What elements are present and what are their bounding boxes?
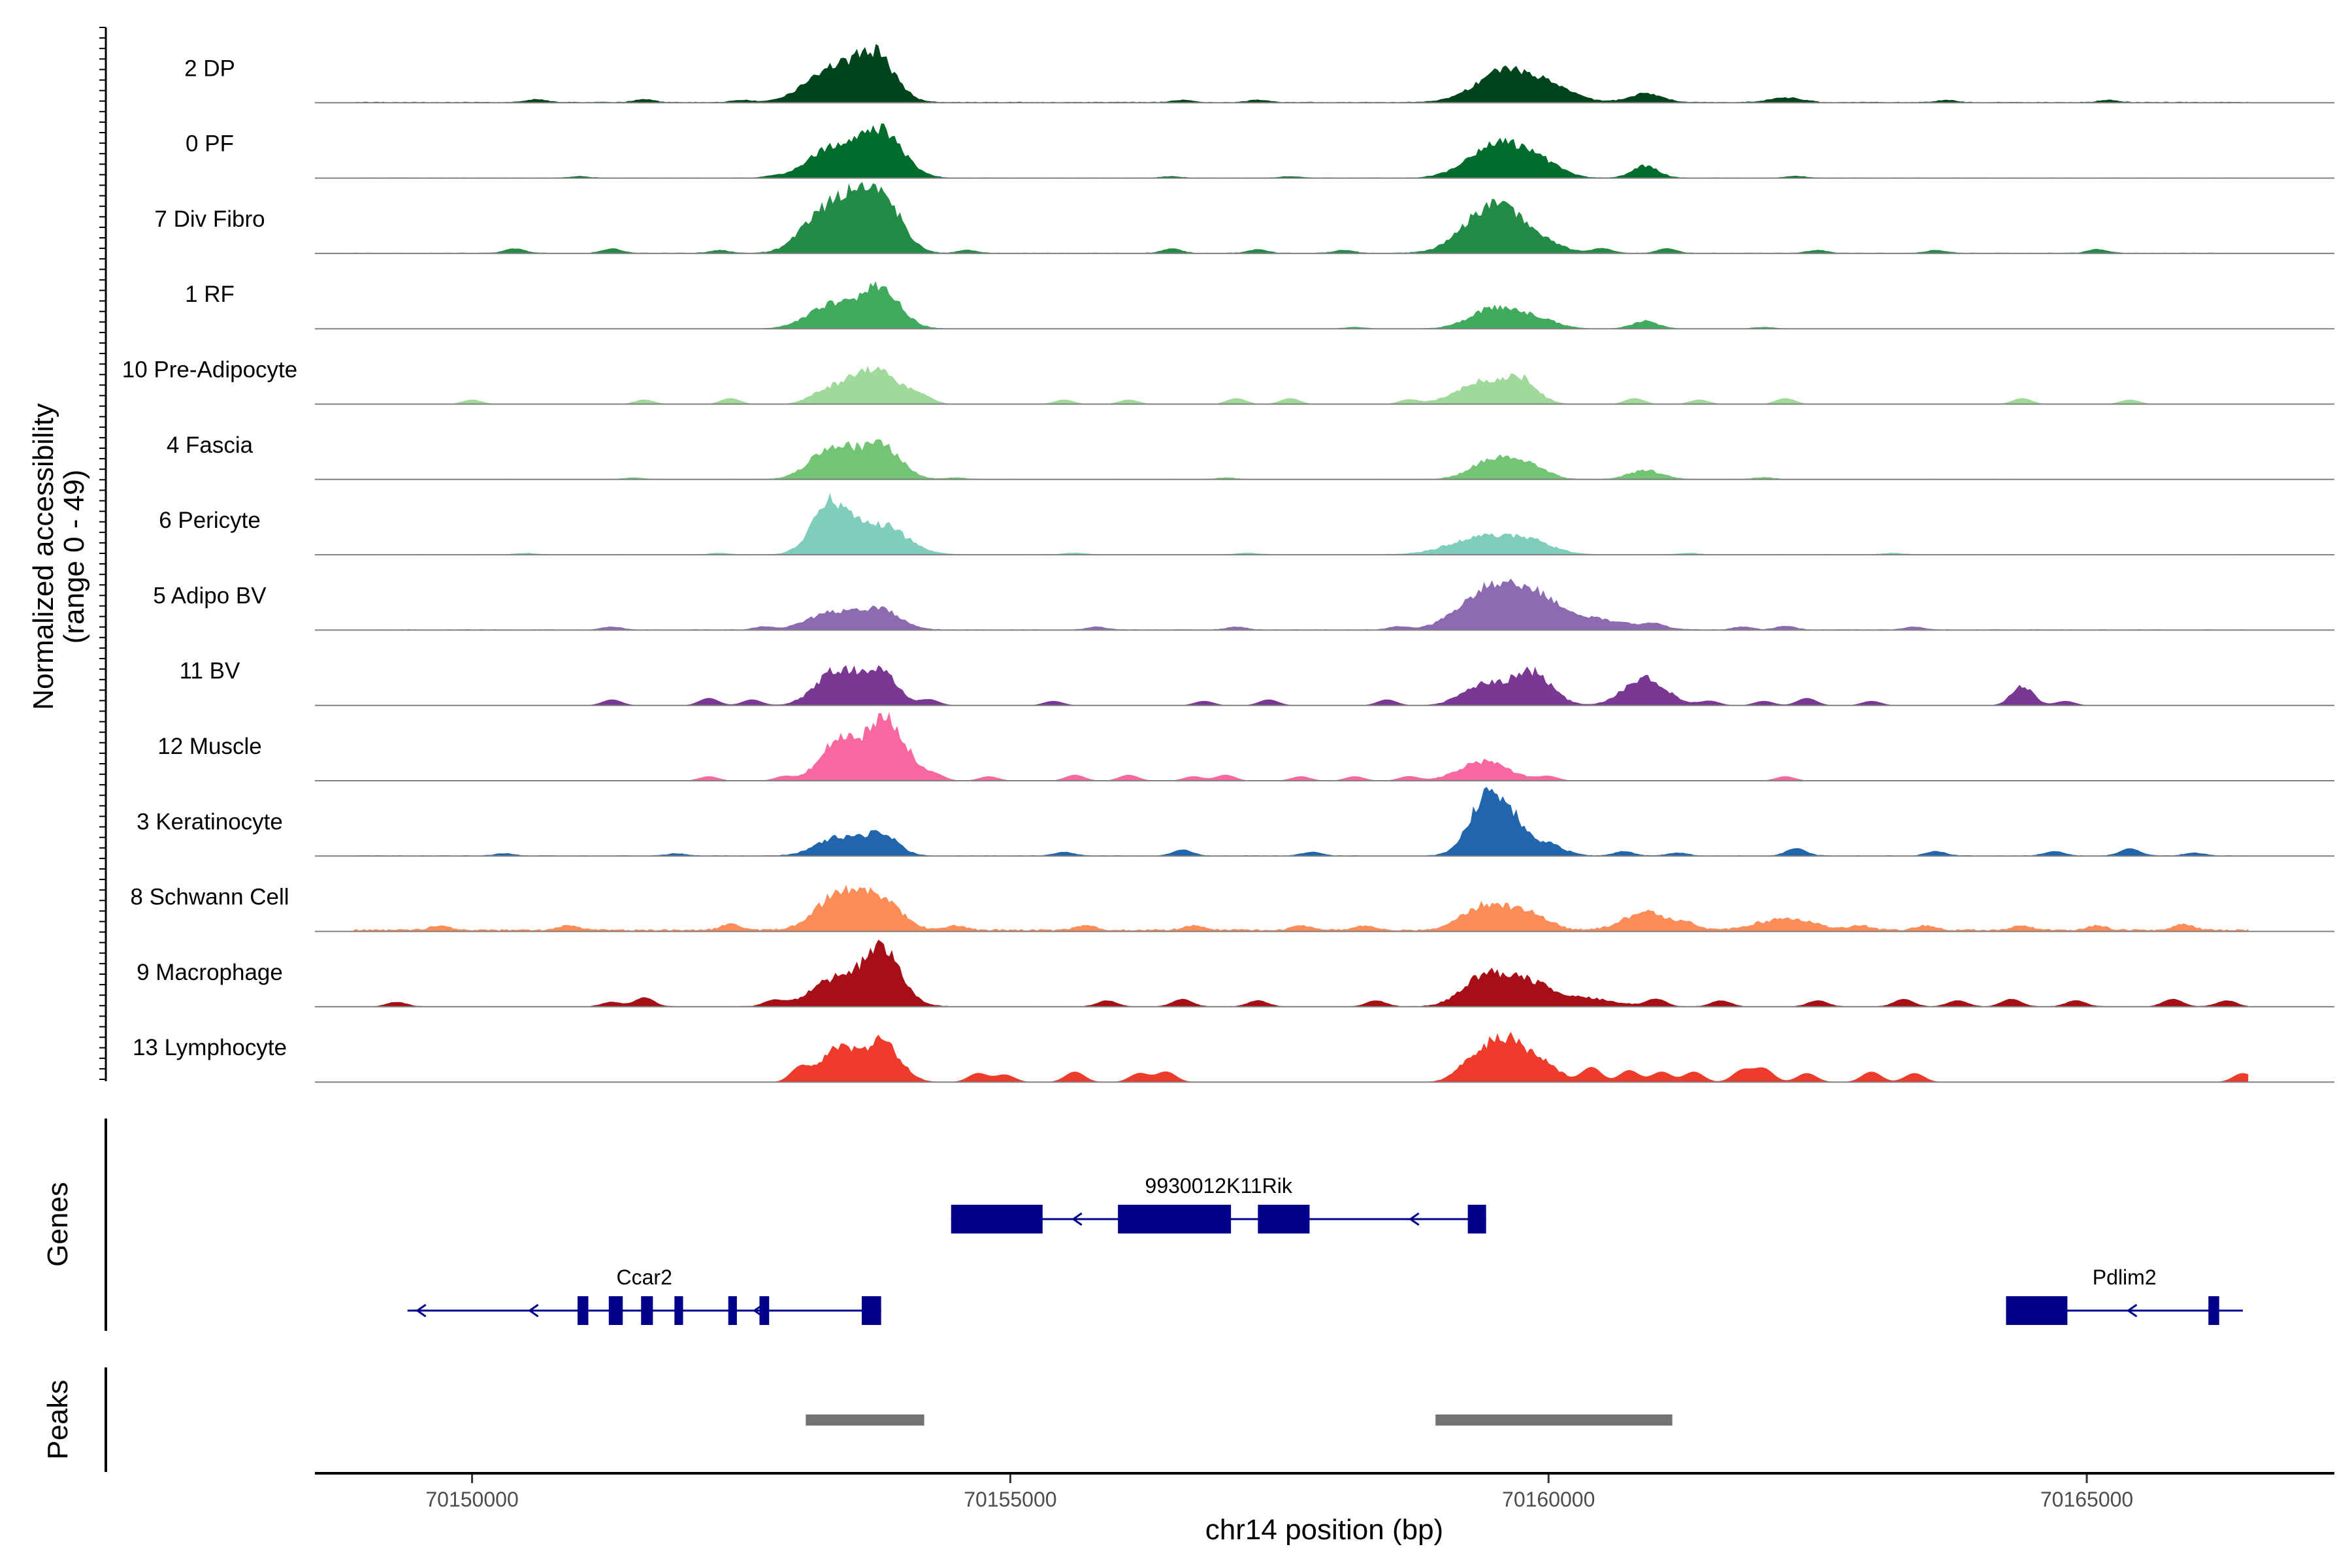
y-axis-title-line2: (range 0 - 49) <box>58 470 90 644</box>
track-label-14: 13 Lymphocyte <box>133 1035 287 1060</box>
track-13: 9 Macrophage <box>137 939 2334 1007</box>
strand-arrow-icon <box>2126 1303 2138 1318</box>
peaks-panel-label: Peaks <box>42 1380 74 1460</box>
track-label-6: 4 Fascia <box>167 433 253 458</box>
coverage-area-12 <box>353 885 2249 932</box>
track-label-2: 0 PF <box>186 131 234 157</box>
gene-exon-0-3 <box>1467 1205 1486 1233</box>
track-label-13: 9 Macrophage <box>137 960 283 985</box>
coverage-area-4 <box>353 281 2249 329</box>
peak-region-1 <box>1435 1414 1673 1426</box>
x-axis-ticks: 70150000 70155000 70160000 70165000 <box>425 1475 2133 1511</box>
gene-exon-1-6 <box>862 1296 881 1325</box>
track-label-11: 3 Keratinocyte <box>137 809 283 834</box>
x-tick-label-3: 70165000 <box>2040 1488 2133 1511</box>
gene-exon-1-1 <box>608 1296 623 1325</box>
track-label-8: 5 Adipo BV <box>153 583 267 608</box>
coverage-area-1 <box>353 44 2249 103</box>
coverage-area-10 <box>353 711 2249 781</box>
peak-regions <box>806 1414 1673 1426</box>
track-label-5: 10 Pre-Adipocyte <box>122 357 297 383</box>
track-7: 6 Pericyte <box>159 493 2334 556</box>
gene-exon-1-2 <box>641 1296 653 1325</box>
track-label-10: 12 Muscle <box>157 734 262 759</box>
coverage-area-14 <box>353 1032 2249 1083</box>
gene-exon-2-0 <box>2006 1296 2068 1325</box>
strand-arrow-icon <box>1409 1212 1420 1226</box>
coverage-area-7 <box>353 493 2249 555</box>
gene-exon-0-0 <box>951 1205 1043 1233</box>
gene-label-2: Pdlim2 <box>2093 1266 2157 1289</box>
coverage-area-5 <box>353 366 2249 404</box>
track-12: 8 Schwann Cell <box>130 885 2334 932</box>
track-6: 4 Fascia <box>167 433 2334 480</box>
track-5: 10 Pre-Adipocyte <box>122 357 2334 405</box>
track-label-3: 7 Div Fibro <box>154 206 265 232</box>
gene-Pdlim2: Pdlim2 <box>2006 1266 2243 1325</box>
track-10: 12 Muscle <box>157 711 2334 781</box>
gene-exon-1-3 <box>674 1296 683 1325</box>
track-9: 11 BV <box>180 659 2334 706</box>
genes-panel-label: Genes <box>42 1182 74 1267</box>
track-2: 0 PF <box>186 123 2334 179</box>
coverage-area-2 <box>353 123 2249 178</box>
gene-exon-0-1 <box>1118 1205 1232 1233</box>
x-axis-title: chr14 position (bp) <box>1205 1514 1443 1546</box>
x-tick-label-1: 70155000 <box>964 1488 1056 1511</box>
gene-annotations: 9930012K11Rik Ccar2 Pdlim2 <box>407 1174 2243 1325</box>
peak-region-0 <box>806 1414 924 1426</box>
coverage-area-8 <box>353 578 2249 630</box>
x-tick-label-0: 70150000 <box>425 1488 518 1511</box>
coverage-area-3 <box>353 182 2249 253</box>
track-1: 2 DP <box>184 44 2334 104</box>
track-label-9: 11 BV <box>180 659 240 684</box>
gene-exon-1-5 <box>759 1296 770 1325</box>
y-axis-title-line1: Normalized accessibility <box>27 403 59 710</box>
track-4: 1 RF <box>185 281 2334 330</box>
track-11: 3 Keratinocyte <box>137 787 2334 857</box>
track-label-7: 6 Pericyte <box>159 508 261 533</box>
coverage-y-ticks <box>99 27 106 1080</box>
track-label-4: 1 RF <box>185 282 235 307</box>
strand-arrow-icon <box>528 1303 539 1318</box>
gene-exon-0-2 <box>1258 1205 1310 1233</box>
track-label-12: 8 Schwann Cell <box>130 885 289 910</box>
gene-exon-1-0 <box>578 1296 589 1325</box>
coverage-area-13 <box>353 939 2249 1007</box>
gene-9930012K11Rik: 9930012K11Rik <box>951 1174 1486 1233</box>
track-label-1: 2 DP <box>184 56 235 81</box>
gene-exon-1-4 <box>728 1296 737 1325</box>
coverage-tracks: 2 DP 0 PF 7 Div Fibro 1 RF 10 Pre-Adipocyte 4… <box>122 44 2334 1083</box>
strand-arrow-icon <box>1071 1212 1083 1226</box>
track-8: 5 Adipo BV <box>153 578 2334 631</box>
gene-label-0: 9930012K11Rik <box>1145 1174 1293 1198</box>
strand-arrow-icon <box>416 1303 427 1318</box>
track-14: 13 Lymphocyte <box>133 1032 2334 1083</box>
coverage-area-9 <box>353 665 2249 706</box>
coverage-area-6 <box>353 439 2249 480</box>
gene-Ccar2: Ccar2 <box>407 1266 881 1325</box>
gene-label-1: Ccar2 <box>617 1266 672 1289</box>
x-tick-label-2: 70160000 <box>1502 1488 1595 1511</box>
gene-exon-2-1 <box>2208 1296 2219 1325</box>
track-3: 7 Div Fibro <box>154 182 2334 254</box>
